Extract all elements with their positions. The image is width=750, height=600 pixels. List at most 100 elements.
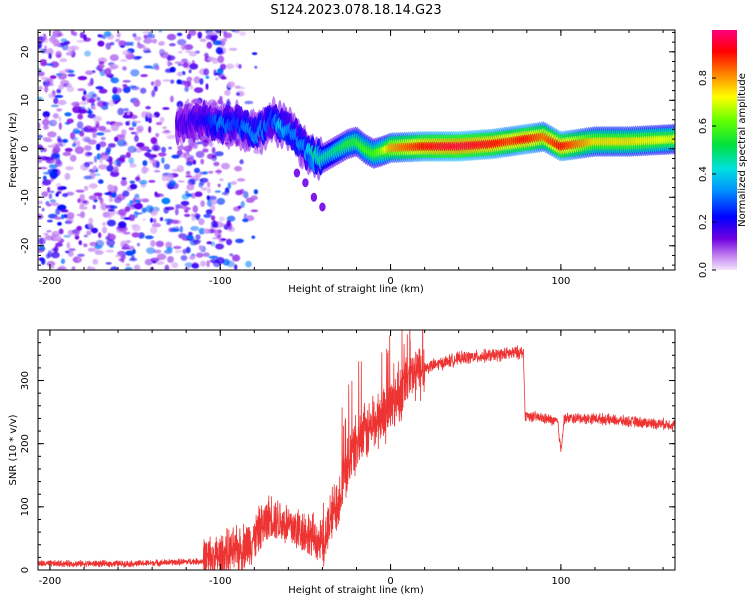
- noise-speckle: [253, 189, 258, 195]
- noise-speckle: [150, 137, 158, 145]
- noise-speckle: [103, 31, 112, 37]
- noise-speckle: [207, 199, 213, 207]
- noise-speckle: [184, 213, 191, 217]
- noise-speckle: [104, 68, 112, 75]
- noise-speckle: [128, 157, 135, 165]
- noise-speckle: [133, 210, 139, 218]
- noise-speckle: [49, 75, 57, 79]
- noise-speckle: [63, 235, 71, 238]
- noise-speckle: [67, 46, 76, 53]
- noise-speckle: [122, 66, 127, 71]
- noise-speckle: [106, 165, 114, 172]
- noise-speckle: [177, 63, 183, 66]
- noise-speckle: [177, 39, 187, 46]
- noise-speckle: [150, 81, 155, 86]
- noise-speckle: [60, 209, 69, 213]
- noise-speckle: [41, 207, 45, 212]
- colorbar-label: Normalized spectral amplitude: [737, 73, 748, 227]
- noise-speckle: [187, 180, 196, 185]
- noise-speckle: [215, 47, 223, 55]
- noise-speckle: [134, 199, 141, 203]
- noise-speckle: [76, 140, 81, 148]
- noise-speckle: [143, 50, 152, 54]
- noise-speckle: [38, 85, 43, 91]
- noise-speckle: [133, 264, 141, 270]
- noise-speckle: [237, 205, 242, 209]
- noise-speckle: [238, 64, 242, 69]
- side-branch-blob: [319, 202, 326, 212]
- noise-speckle: [234, 30, 241, 34]
- noise-speckle: [150, 217, 154, 223]
- noise-speckle: [86, 230, 92, 236]
- noise-speckle: [79, 101, 89, 106]
- noise-speckle: [173, 245, 182, 250]
- noise-speckle: [110, 205, 118, 209]
- noise-speckle: [92, 258, 99, 265]
- noise-speckle: [142, 218, 146, 221]
- noise-speckle: [219, 63, 227, 71]
- noise-speckle: [239, 159, 244, 165]
- noise-speckle: [129, 163, 137, 168]
- noise-speckle: [83, 185, 89, 191]
- noise-speckle: [154, 193, 161, 198]
- noise-speckle: [79, 32, 85, 39]
- noise-speckle: [184, 86, 189, 92]
- noise-speckle: [151, 90, 156, 98]
- noise-speckle: [121, 177, 127, 181]
- spectrogram-x-ticks: -200 -100 0 100: [39, 30, 664, 287]
- noise-speckle: [46, 78, 54, 85]
- noise-speckle: [155, 161, 160, 169]
- noise-speckle: [123, 86, 131, 94]
- noise-speckle: [219, 95, 223, 102]
- noise-speckle: [61, 42, 69, 51]
- noise-speckle: [50, 61, 60, 68]
- noise-speckle: [184, 208, 189, 213]
- snr-y-label: SNR (10 * v/v): [8, 414, 19, 485]
- noise-speckle: [146, 247, 156, 255]
- spectral-ridge: [175, 96, 675, 212]
- colorbar-tick-label: 0.8: [698, 70, 709, 86]
- noise-speckle: [166, 134, 176, 140]
- spectrogram-x-label: Height of straight line (km): [288, 284, 424, 295]
- noise-speckle: [195, 234, 201, 241]
- noise-speckle: [206, 260, 210, 268]
- noise-speckle: [51, 251, 60, 259]
- noise-speckle: [235, 62, 239, 69]
- noise-speckle: [80, 211, 85, 219]
- noise-speckle: [151, 223, 162, 228]
- noise-speckle: [185, 170, 191, 176]
- noise-speckle: [76, 225, 82, 231]
- noise-speckle: [67, 229, 74, 236]
- noise-speckle: [56, 183, 62, 188]
- noise-speckle: [98, 179, 104, 184]
- noise-speckle: [52, 39, 60, 47]
- noise-speckle: [171, 154, 180, 159]
- noise-speckle: [125, 263, 130, 267]
- noise-speckle: [226, 260, 235, 268]
- noise-speckle: [155, 261, 165, 265]
- noise-speckle: [153, 170, 161, 173]
- noise-speckle: [109, 42, 115, 46]
- noise-speckle: [143, 38, 153, 44]
- noise-speckle: [193, 87, 204, 93]
- noise-speckle: [51, 152, 60, 159]
- noise-speckle: [125, 250, 135, 256]
- noise-speckle: [52, 119, 57, 124]
- noise-speckle: [107, 208, 115, 212]
- noise-speckle: [198, 218, 205, 226]
- noise-speckle: [139, 179, 148, 185]
- noise-speckle: [141, 198, 150, 203]
- noise-speckle: [107, 143, 116, 148]
- noise-speckle: [223, 32, 233, 39]
- noise-speckle: [114, 159, 121, 166]
- noise-speckle: [129, 183, 138, 190]
- noise-speckle: [213, 220, 216, 225]
- snr-x-label: Height of straight line (km): [288, 585, 424, 596]
- noise-speckle: [109, 185, 118, 193]
- noise-speckle: [155, 121, 163, 126]
- noise-speckle: [58, 70, 65, 74]
- noise-speckle: [50, 104, 60, 108]
- y-tick-label: 200: [20, 434, 31, 453]
- x-tick-label: -200: [39, 276, 62, 287]
- noise-speckle: [81, 127, 90, 132]
